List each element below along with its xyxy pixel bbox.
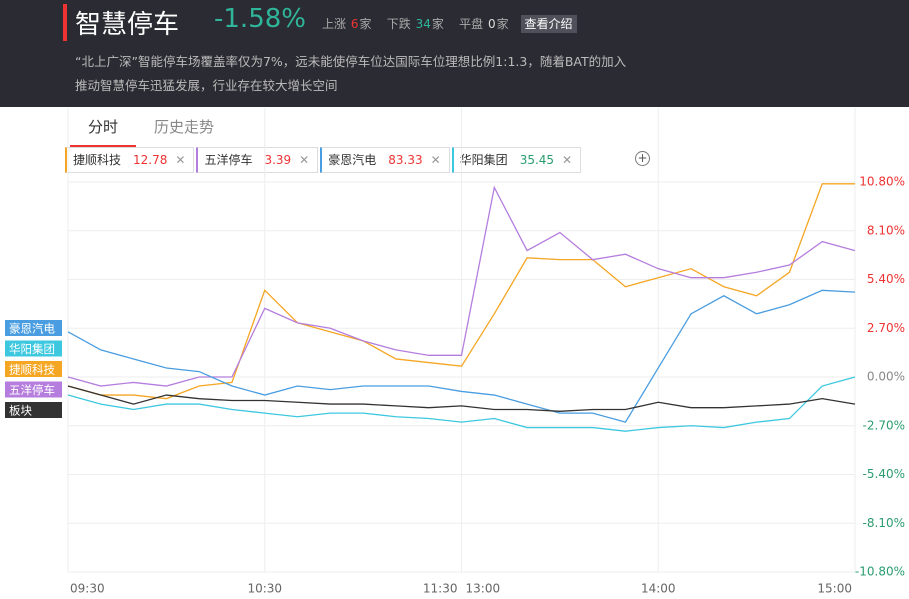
- x-tick-label: 14:00: [641, 582, 676, 596]
- legend-label: 五洋停车: [9, 383, 55, 397]
- legend-swatch: [5, 340, 62, 357]
- y-tick-label: 2.70%: [867, 321, 905, 335]
- y-tick-label: -2.70%: [863, 418, 905, 432]
- chip[interactable]: 豪恩汽电 83.33 ✕: [320, 147, 450, 173]
- chip[interactable]: 捷顺科技 12.78 ✕: [65, 147, 195, 173]
- description: “北上广深”智能停车场覆盖率仅为7%，远未能使停车位达国际车位理想比例1:1.3…: [75, 54, 627, 69]
- close-icon: ✕: [299, 153, 310, 167]
- chip[interactable]: 华阳集团 35.45 ✕: [451, 147, 582, 173]
- tabs: 分时 历史走势: [70, 108, 232, 147]
- y-tick-label: 8.10%: [867, 223, 905, 237]
- chip-price: 3.39: [264, 153, 292, 167]
- close-icon: ✕: [562, 153, 573, 167]
- label: 下跌: [386, 17, 411, 31]
- chip-name: 五洋停车: [204, 153, 253, 167]
- label: 上涨: [322, 17, 347, 31]
- chip-price: 35.45: [519, 153, 555, 167]
- chips: 捷顺科技 12.78 ✕ 五洋停车 3.39 ✕ 豪恩汽电 83.33 ✕ 华阳集团 35.45 ✕: [65, 147, 583, 173]
- x-tick-label: 13:00: [466, 582, 501, 596]
- y-tick-label: 10.80%: [859, 175, 905, 189]
- legend-swatch: [5, 402, 62, 418]
- title: 智慧停车: [63, 4, 179, 41]
- legend-label: 捷顺科技: [9, 363, 55, 377]
- series-line: [67, 385, 856, 412]
- count: 6: [350, 17, 359, 31]
- y-tick-label: -8.10%: [863, 516, 905, 530]
- y-tick-label: -10.80%: [855, 565, 905, 579]
- stats: 上涨 6家 下跌 34家 平盘 0家 查看介绍: [322, 15, 577, 33]
- legend-label: 华阳集团: [9, 342, 55, 356]
- legend-swatch: [5, 361, 62, 377]
- description: 推动智慧停车迅猛发展，行业存在较大增长空间: [75, 78, 338, 93]
- close-icon: ✕: [430, 153, 441, 167]
- chip-price: 83.33: [388, 153, 423, 167]
- legend-label: 板块: [9, 404, 32, 418]
- add-button[interactable]: +: [635, 151, 650, 166]
- legend-swatch: [5, 320, 62, 336]
- series-line: [67, 376, 856, 432]
- tab[interactable]: 分时: [70, 108, 137, 147]
- chip-price: 12.78: [133, 153, 168, 167]
- series-line: [67, 289, 856, 423]
- tab[interactable]: 历史走势: [154, 118, 215, 136]
- unit: 家: [496, 17, 509, 31]
- label: 平盘: [459, 17, 484, 31]
- unit: 家: [359, 17, 372, 31]
- change: -1.58%: [214, 4, 306, 34]
- close-icon: ✕: [175, 153, 186, 167]
- x-tick-label: 10:30: [247, 582, 282, 596]
- count: 0: [488, 17, 496, 31]
- chip[interactable]: 五洋停车 3.39 ✕: [196, 147, 319, 173]
- chip-name: 豪恩汽电: [328, 153, 377, 167]
- intro-button[interactable]: 查看介绍: [520, 15, 577, 33]
- header: 智慧停车 -1.58% 上涨 6家 下跌 34家 平盘 0家 查看介绍 “北上广…: [0, 0, 909, 107]
- legend-label: 豪恩汽电: [9, 322, 55, 336]
- x-tick-label: 15:00: [817, 582, 852, 596]
- y-tick-label: -5.40%: [863, 467, 905, 481]
- unit: 家: [431, 17, 444, 31]
- chip-name: 华阳集团: [459, 153, 508, 167]
- x-tick-label: 11:30: [423, 582, 458, 596]
- y-tick-label: 5.40%: [867, 272, 905, 286]
- legend-swatch: [5, 381, 62, 398]
- y-tick-label: 0.00%: [867, 370, 905, 384]
- series-line: [67, 183, 855, 400]
- count: 34: [415, 17, 431, 31]
- series-line: [67, 185, 856, 387]
- x-tick-label: 09:30: [70, 582, 105, 596]
- chip-name: 捷顺科技: [73, 153, 122, 167]
